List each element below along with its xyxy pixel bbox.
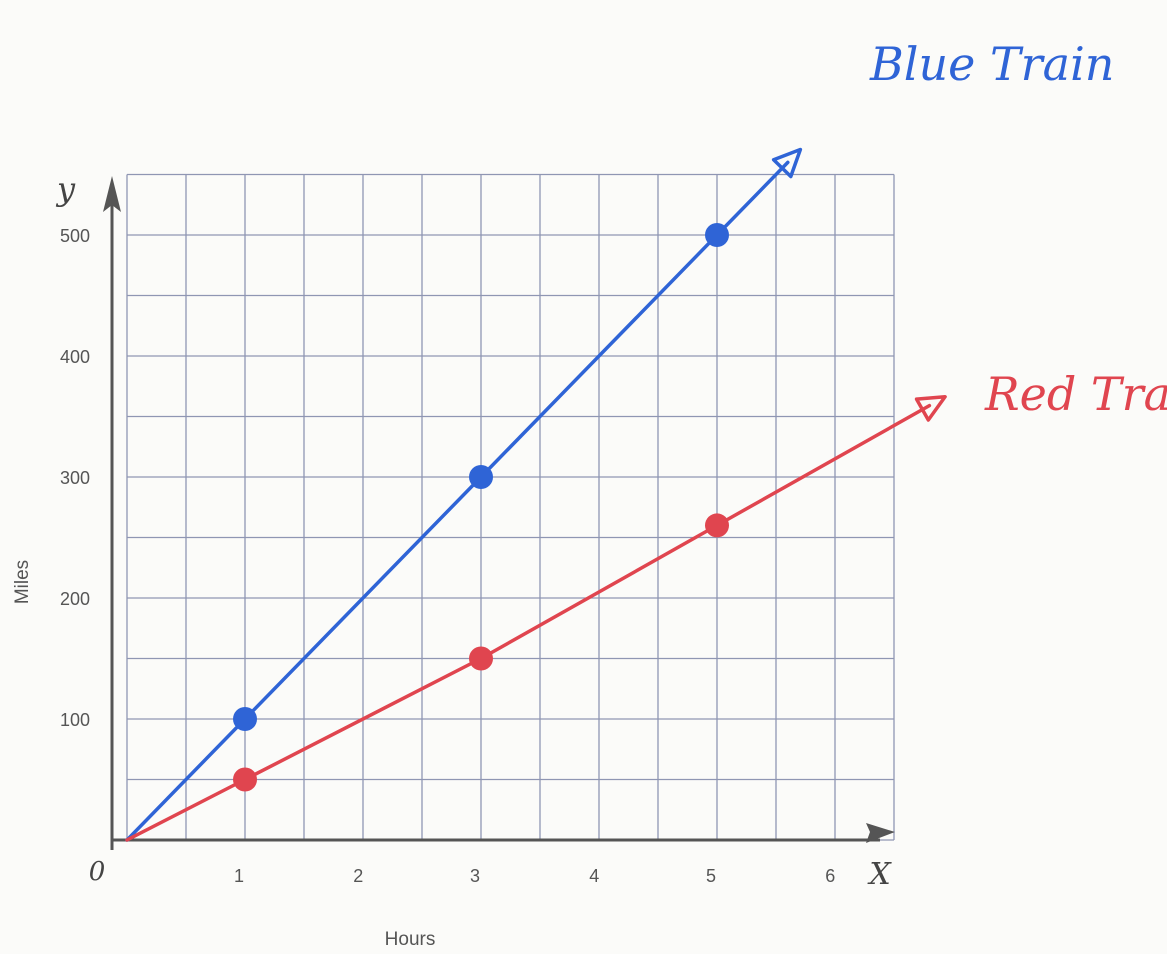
x-axis-letter: X bbox=[867, 857, 892, 892]
data-point bbox=[705, 513, 729, 538]
series-arrow-0 bbox=[771, 147, 803, 179]
series-line-0 bbox=[125, 160, 790, 842]
y-axis-letter: y bbox=[55, 170, 76, 208]
data-point bbox=[233, 767, 257, 792]
origin-label: 0 bbox=[89, 857, 106, 887]
data-point bbox=[469, 465, 493, 489]
series-layer bbox=[125, 147, 947, 842]
x-tick-label: 6 bbox=[825, 866, 835, 886]
data-point bbox=[705, 223, 729, 247]
series-arrow-1 bbox=[914, 395, 947, 422]
x-tick-label: 4 bbox=[589, 866, 599, 886]
series-label-red-train: Red Train bbox=[984, 367, 1167, 421]
x-tick-label: 3 bbox=[470, 866, 480, 886]
y-tick-label: 400 bbox=[60, 347, 90, 367]
x-tick-label: 1 bbox=[234, 866, 244, 886]
x-axis-label: Hours bbox=[385, 929, 436, 950]
series-label-blue-train: Blue Train bbox=[869, 37, 1114, 91]
y-tick-label: 300 bbox=[60, 468, 90, 488]
axes bbox=[103, 176, 895, 850]
grid bbox=[126, 173, 895, 841]
y-axis-arrow bbox=[103, 176, 121, 212]
x-axis-arrow bbox=[866, 823, 895, 843]
labels: 1 2 3 4 5 6 100 200 300 400 500 0 Hours Miles Xy bbox=[12, 170, 892, 950]
y-tick-label: 100 bbox=[60, 710, 90, 730]
data-point bbox=[233, 707, 257, 731]
data-point bbox=[469, 646, 493, 671]
y-tick-label: 500 bbox=[60, 226, 90, 246]
x-tick-label: 2 bbox=[353, 866, 363, 886]
x-tick-label: 5 bbox=[706, 866, 716, 886]
y-axis-label: Miles bbox=[12, 560, 33, 604]
y-tick-label: 200 bbox=[60, 589, 90, 609]
